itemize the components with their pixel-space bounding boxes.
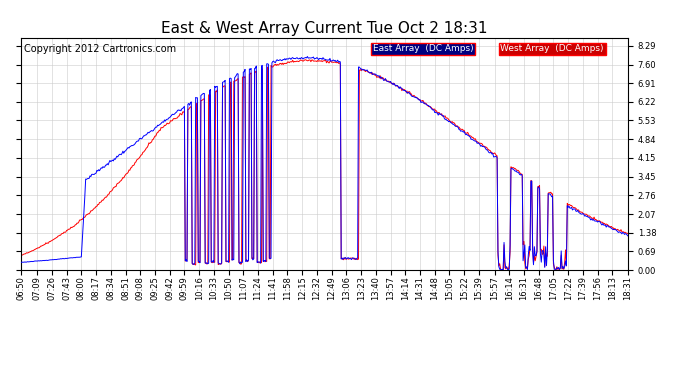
Text: Copyright 2012 Cartronics.com: Copyright 2012 Cartronics.com bbox=[23, 45, 176, 54]
Title: East & West Array Current Tue Oct 2 18:31: East & West Array Current Tue Oct 2 18:3… bbox=[161, 21, 488, 36]
Text: West Array  (DC Amps): West Array (DC Amps) bbox=[500, 45, 604, 54]
Text: East Array  (DC Amps): East Array (DC Amps) bbox=[373, 45, 473, 54]
